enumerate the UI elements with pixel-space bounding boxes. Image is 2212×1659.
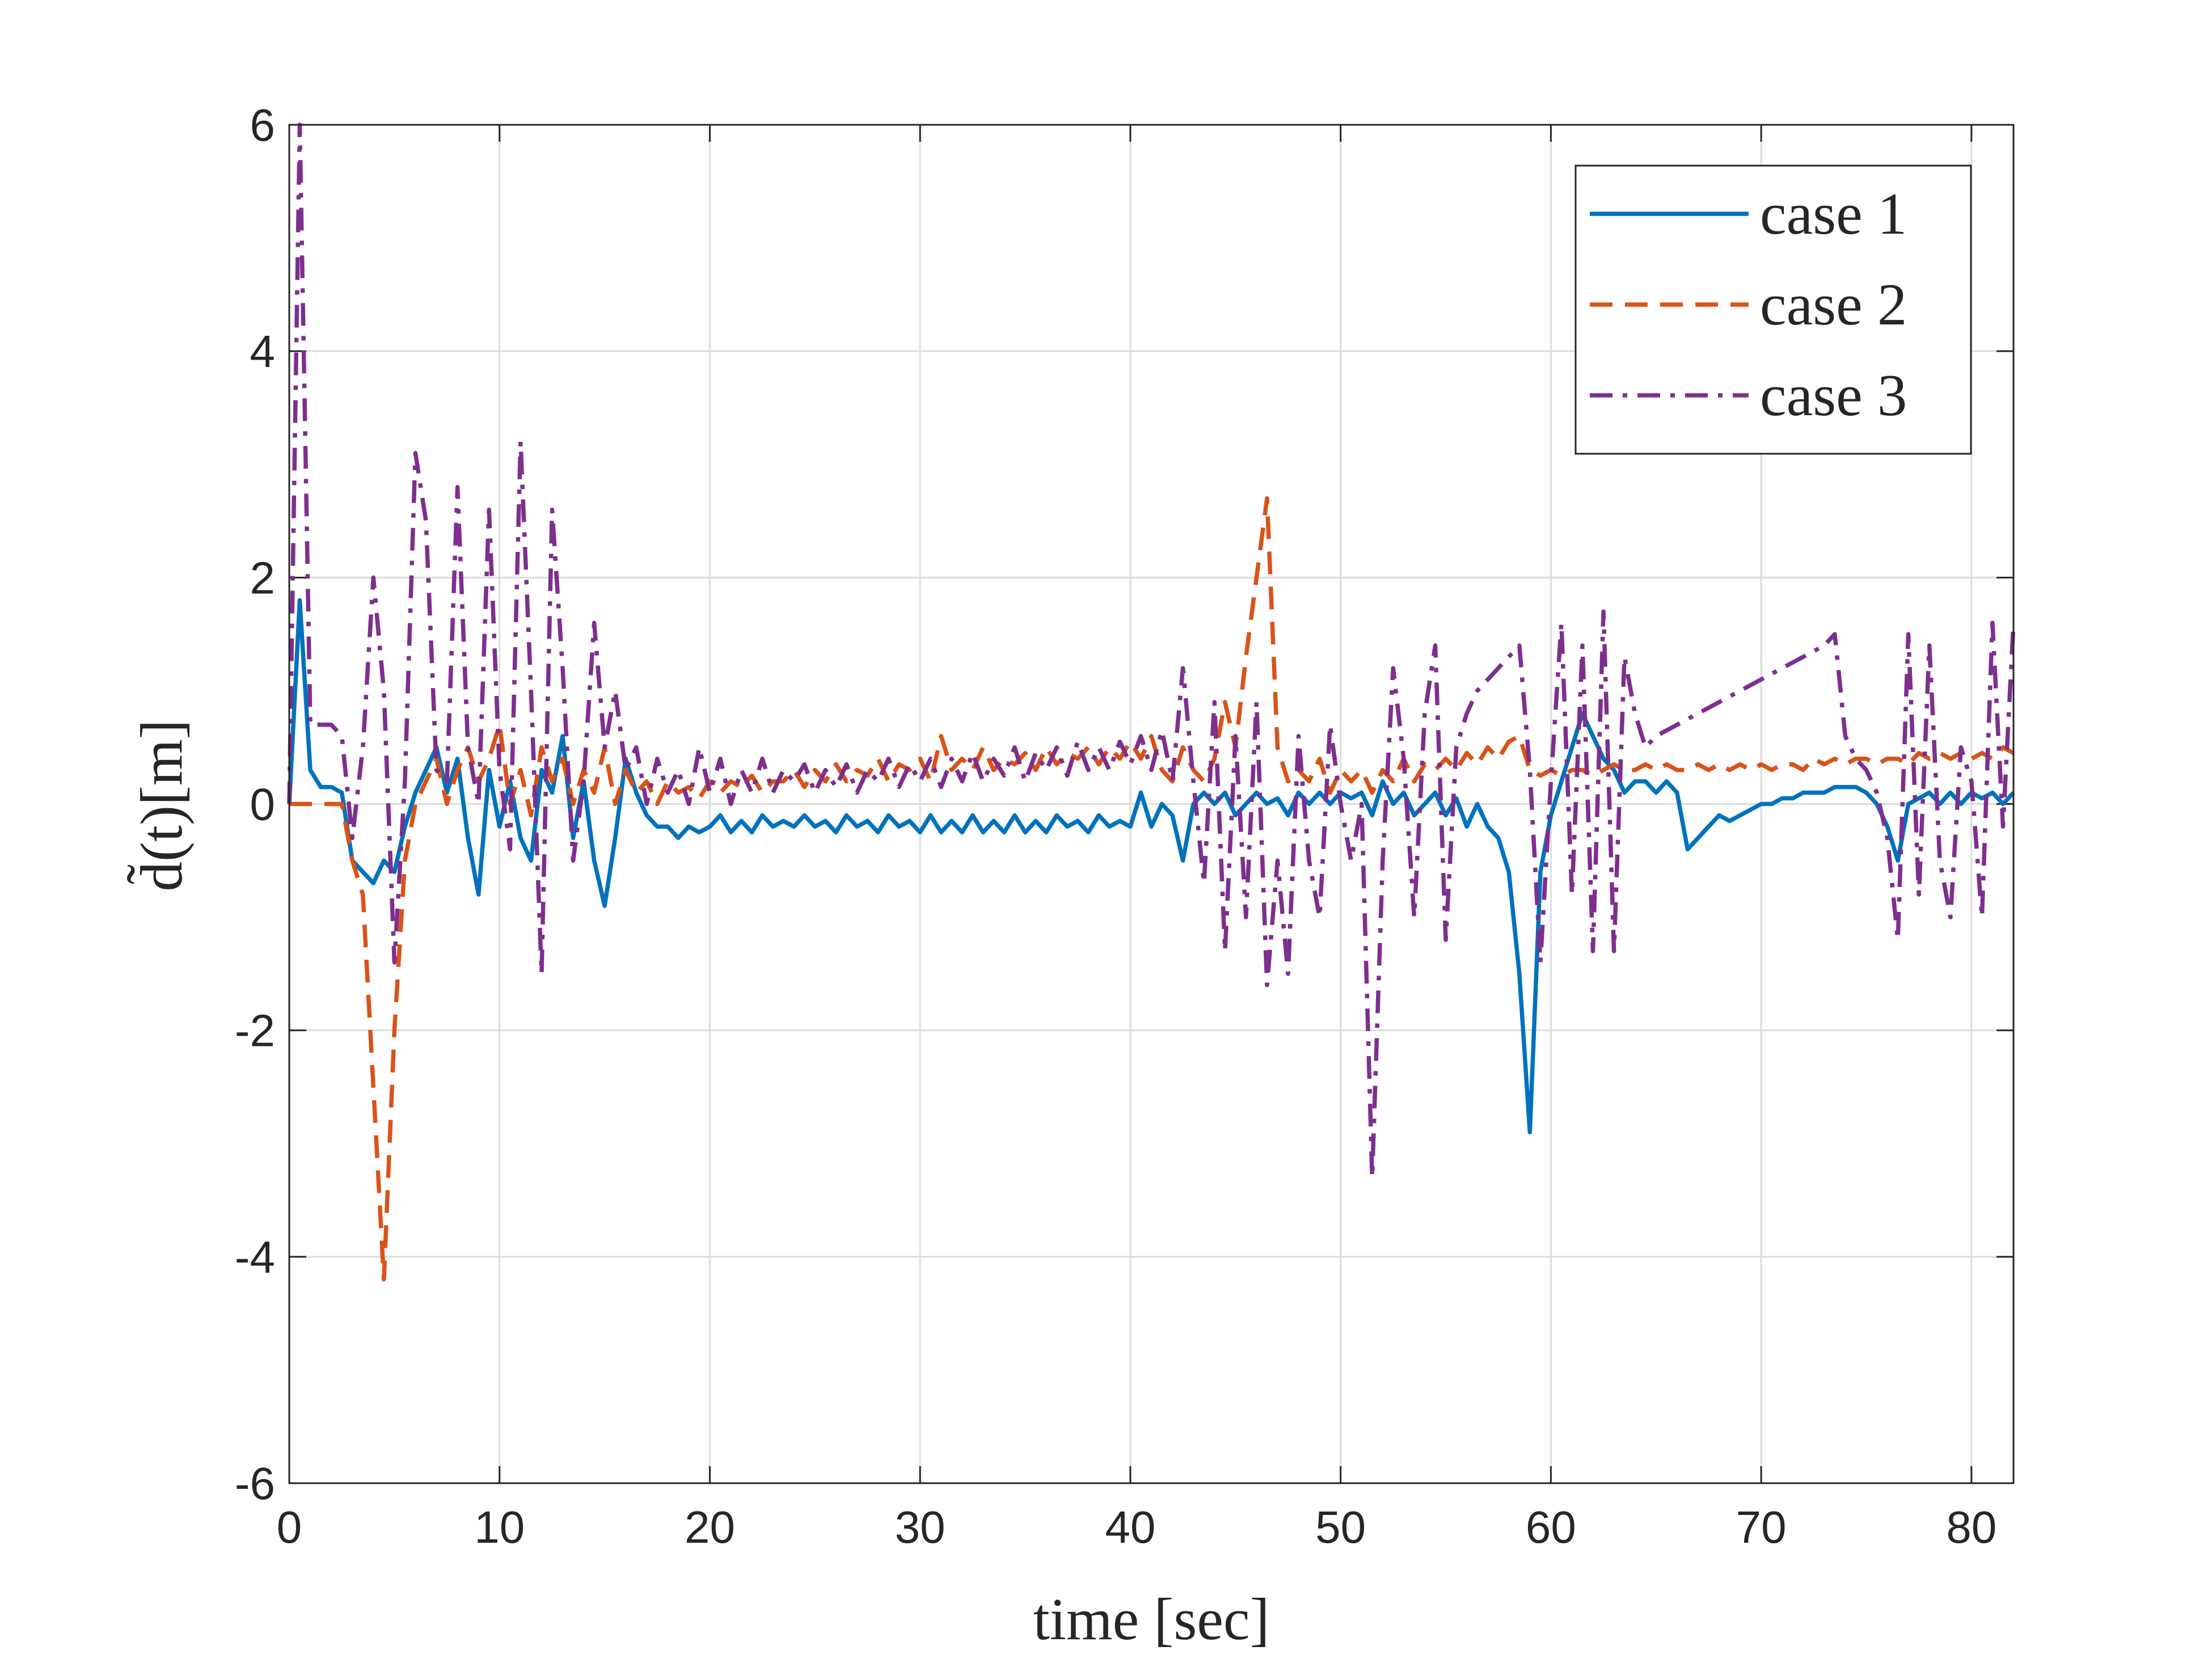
x-tick-label: 20	[685, 1502, 735, 1552]
x-tick-label: 50	[1315, 1502, 1366, 1552]
y-tick-label: 4	[250, 326, 276, 377]
data-line	[287, 123, 2016, 1180]
y-tick-label: -6	[235, 1458, 275, 1509]
y-tick-label: 6	[250, 100, 276, 150]
x-tick-label: 10	[474, 1502, 525, 1552]
legend-label: case 1	[1760, 180, 1907, 247]
y-tick-label: -2	[235, 1006, 275, 1056]
x-tick-label: 80	[1946, 1502, 1996, 1552]
x-axis-label: time [sec]	[1033, 1586, 1270, 1652]
axes-box	[288, 124, 2015, 1484]
x-tick-label: 60	[1526, 1502, 1576, 1552]
y-tick-label: 2	[250, 552, 276, 603]
x-tick-label: 70	[1736, 1502, 1787, 1552]
data-line	[287, 598, 2015, 1135]
legend-label: case 2	[1760, 271, 1907, 337]
x-tick-label: 0	[277, 1502, 302, 1552]
data-line	[289, 496, 2015, 1282]
y-axis-label: d̃(t)[m]	[126, 719, 195, 891]
y-tick-label: 0	[250, 779, 276, 830]
x-tick-label: 40	[1105, 1502, 1155, 1552]
x-tick-label: 30	[895, 1502, 945, 1552]
y-tick-label: -4	[235, 1232, 275, 1282]
legend-label: case 3	[1760, 362, 1907, 428]
